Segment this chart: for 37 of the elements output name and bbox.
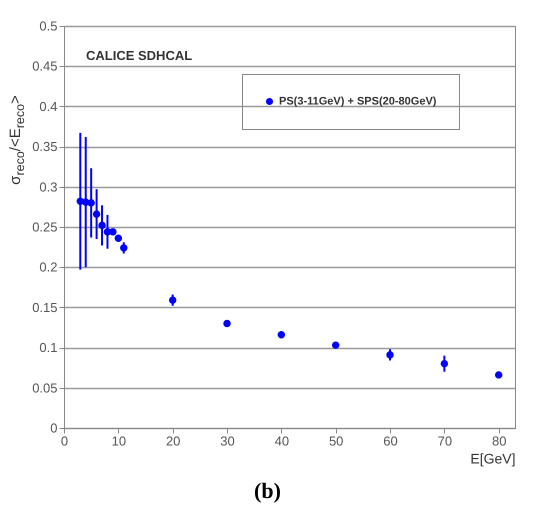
- y-tick-label: 0.05: [32, 380, 58, 396]
- point: [440, 360, 448, 368]
- y-tick-label: 0.15: [32, 300, 58, 315]
- x-tick-label: 10: [112, 434, 126, 448]
- point: [98, 222, 106, 230]
- y-tick-label: 0.1: [39, 340, 58, 356]
- y-tick-label: 0.25: [32, 220, 58, 234]
- x-tick-label: 50: [328, 434, 344, 448]
- legend-label: PS(3-11GeV) + SPS(20-80GeV): [279, 96, 437, 108]
- point: [278, 331, 286, 338]
- point: [92, 210, 100, 218]
- annotation: CALICE SDHCAL: [86, 48, 192, 63]
- text: (b): [253, 478, 282, 504]
- point: [494, 371, 502, 379]
- y-tick-label: 0.2: [39, 260, 58, 275]
- x-axis-title: E[GeV]: [470, 450, 516, 466]
- y-tick-label: 0.45: [32, 58, 58, 74]
- y-tick-label: 0.35: [32, 139, 58, 154]
- point: [332, 341, 340, 349]
- x-tick-label: 30: [220, 434, 235, 448]
- point: [120, 244, 128, 252]
- point: [87, 199, 95, 207]
- y-tick-label: 0.5: [39, 18, 58, 34]
- point: [114, 234, 122, 242]
- x-tick-label: 40: [274, 434, 290, 448]
- x-tick-label: 0: [60, 434, 68, 448]
- x-tick-label: 20: [166, 434, 180, 448]
- point: [223, 320, 231, 328]
- point: [109, 228, 117, 236]
- y-tick-label: 0.3: [39, 179, 58, 194]
- x-tick-label: 60: [383, 434, 398, 448]
- point: [168, 296, 176, 304]
- point: [386, 351, 394, 359]
- x-tick-label: 70: [438, 434, 452, 448]
- y-tick-label: 0.4: [39, 98, 58, 114]
- y-tick-label: 0: [50, 420, 58, 436]
- x-tick-label: 80: [492, 434, 506, 448]
